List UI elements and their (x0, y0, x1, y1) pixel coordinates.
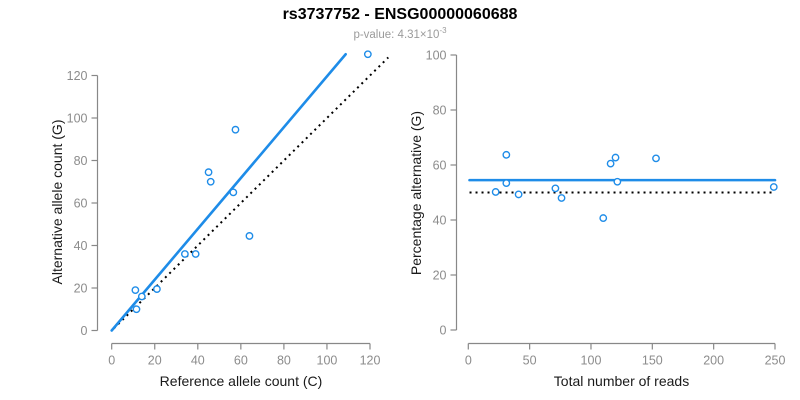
x-tick-label: 50 (523, 354, 537, 368)
data-point (132, 305, 141, 314)
data-point (606, 159, 615, 168)
x-tick-label: 120 (360, 354, 381, 368)
data-point (153, 285, 161, 293)
data-point (245, 232, 254, 240)
y-tick-label: 100 (67, 112, 88, 126)
y-tick-label: 0 (81, 324, 88, 338)
data-point (613, 177, 622, 186)
p-value-text: p-value: 4.31×10 (353, 28, 440, 41)
data-point (557, 194, 566, 202)
identity-line (113, 56, 389, 330)
x-tick-label: 150 (642, 354, 663, 368)
data-point (363, 50, 372, 59)
data-point (229, 188, 238, 197)
x-tick-label: 60 (234, 354, 248, 368)
y-tick-label: 100 (426, 49, 447, 63)
percentage-scatter-panel: 0 20 40 60 80 100 0 50 100 150 200 250 (426, 49, 786, 368)
data-point (502, 179, 511, 188)
y-tick-label: 80 (433, 104, 447, 118)
data-point (769, 183, 778, 191)
data-point (131, 286, 140, 295)
y-tick-label: 120 (67, 69, 88, 83)
right-x-axis-label: Total number of reads (553, 373, 690, 389)
data-point (204, 168, 213, 177)
figure-title: rs3737752 - ENSG00000060688 (282, 6, 518, 23)
y-tick-label: 40 (433, 214, 447, 228)
data-point (502, 150, 511, 159)
x-tick-label: 80 (277, 354, 291, 368)
left-y-axis-label: Alternative allele count (G) (49, 119, 65, 285)
y-tick-label: 40 (74, 239, 88, 253)
fit-line (110, 52, 347, 332)
x-tick-label: 200 (703, 354, 724, 368)
p-value-exponent: -3 (439, 26, 447, 35)
x-tick-label: 100 (317, 354, 338, 368)
x-tick-label: 100 (581, 354, 602, 368)
data-point (611, 153, 620, 162)
x-tick-label: 0 (465, 354, 472, 368)
x-tick-label: 0 (108, 354, 115, 368)
data-point (180, 250, 189, 258)
y-tick-label: 60 (74, 197, 88, 211)
x-tick-label: 20 (148, 354, 162, 368)
data-point (206, 177, 215, 186)
p-value-subtitle: p-value: 4.31×10-3 (0, 26, 800, 41)
data-point (231, 125, 240, 134)
data-point (191, 250, 200, 258)
y-tick-label: 20 (433, 269, 447, 283)
data-point (599, 214, 608, 222)
data-point (514, 190, 523, 199)
y-tick-label: 80 (74, 154, 88, 168)
data-point (491, 188, 500, 196)
x-tick-label: 250 (765, 354, 786, 368)
y-tick-label: 20 (74, 282, 88, 296)
right-y-axis-label: Percentage alternative (G) (408, 110, 424, 276)
y-tick-label: 60 (433, 159, 447, 173)
left-x-axis-label: Reference allele count (C) (159, 373, 323, 389)
data-point (137, 292, 146, 301)
data-point (652, 154, 660, 163)
y-tick-label: 0 (440, 324, 447, 338)
x-tick-label: 40 (191, 354, 205, 368)
data-point (551, 184, 560, 193)
allele-count-scatter-panel: 0 20 40 60 80 100 120 0 20 40 60 80 100 120 (67, 50, 389, 368)
